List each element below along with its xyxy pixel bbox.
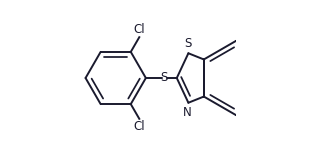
Text: S: S bbox=[161, 71, 168, 85]
Text: N: N bbox=[183, 105, 192, 119]
Text: Cl: Cl bbox=[134, 23, 145, 36]
Text: Cl: Cl bbox=[134, 120, 145, 133]
Text: S: S bbox=[184, 37, 191, 51]
